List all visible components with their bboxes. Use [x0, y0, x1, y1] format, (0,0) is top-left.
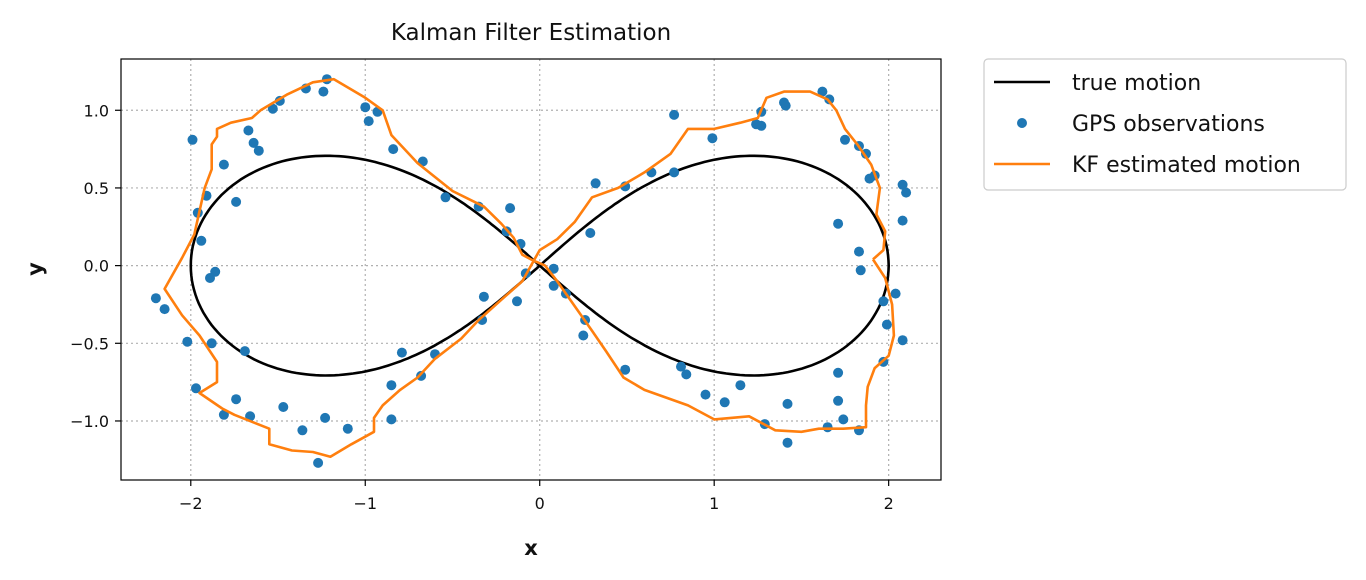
gps-point: [669, 167, 680, 178]
x-tick-label: −1: [353, 494, 377, 513]
y-axis-ticks: 1.0 0.5 0.0 −0.5 −1.0: [70, 101, 121, 431]
gps-point: [833, 395, 844, 406]
legend-label-true-motion: true motion: [1072, 71, 1201, 96]
gps-point: [676, 361, 686, 372]
gps-point: [890, 288, 901, 299]
gps-point: [590, 178, 601, 189]
gps-point: [182, 336, 193, 347]
gps-point: [243, 125, 254, 136]
gps-point: [817, 86, 828, 97]
gps-point: [205, 273, 215, 283]
gps-point: [512, 296, 522, 307]
gps-point: [505, 203, 516, 214]
gps-point: [159, 304, 170, 315]
gps-point: [855, 265, 866, 276]
gps-point: [901, 187, 912, 198]
y-tick-label: −0.5: [70, 334, 109, 353]
y-tick-label: 0.5: [84, 179, 109, 198]
x-tick-label: 2: [884, 494, 894, 513]
plot-area: [150, 74, 912, 468]
gps-point: [318, 86, 329, 97]
gps-point: [780, 100, 791, 111]
y-tick-label: 0.0: [84, 257, 109, 276]
legend-label-gps-observations: GPS observations: [1072, 112, 1265, 137]
legend-frame: [983, 58, 1347, 191]
gps-point: [782, 398, 793, 409]
gps-point: [218, 159, 229, 170]
gps-point: [416, 370, 427, 381]
chart-title: Kalman Filter Estimation: [391, 20, 671, 46]
gps-point: [360, 102, 371, 113]
gps-point: [191, 383, 201, 394]
gps-point: [187, 134, 198, 145]
gps-point: [878, 296, 889, 307]
gps-point: [196, 235, 207, 246]
gps-point: [386, 414, 397, 425]
gps-point: [782, 437, 793, 448]
gps-point: [267, 103, 278, 114]
gps-point: [440, 192, 451, 203]
gps-point: [897, 215, 908, 226]
legend-swatch-gps-observations: [1017, 118, 1027, 128]
gps-point: [756, 120, 767, 131]
legend-label-kf-estimated-motion: KF estimated motion: [1072, 153, 1301, 178]
gps-point: [320, 412, 331, 423]
gps-point: [248, 137, 259, 148]
gps-point: [681, 369, 692, 380]
y-tick-label: 1.0: [84, 101, 109, 120]
legend: true motion GPS observations KF estimate…: [983, 58, 1347, 191]
gps-point: [840, 134, 850, 145]
gps-point: [297, 425, 308, 436]
gps-point: [669, 109, 680, 120]
gps-point: [548, 280, 559, 291]
gps-point: [833, 367, 844, 378]
gps-point: [231, 394, 242, 405]
gps-point: [585, 228, 596, 238]
gps-point: [735, 380, 746, 391]
gps-point: [253, 145, 264, 156]
x-tick-label: 0: [535, 494, 545, 513]
gps-point: [239, 346, 250, 357]
kf-estimated-motion-line: [163, 77, 896, 458]
plot-frame: [120, 58, 942, 481]
gps-point: [206, 338, 217, 349]
gps-point: [150, 293, 161, 304]
gps-point: [833, 218, 844, 229]
x-axis-ticks: −2 −1 0 1 2: [179, 480, 894, 513]
gps-point: [719, 397, 730, 408]
gps-point: [897, 179, 908, 190]
gps-point: [478, 291, 489, 302]
x-tick-label: −2: [179, 494, 203, 513]
x-axis-label: x: [524, 536, 538, 560]
gps-point: [620, 364, 631, 375]
y-axis-label: y: [23, 262, 47, 276]
x-tick-label: 1: [709, 494, 719, 513]
gps-point: [386, 380, 397, 391]
gps-point: [342, 423, 353, 434]
gps-point: [854, 246, 864, 257]
gps-point: [897, 335, 908, 346]
true-motion-line: [189, 154, 891, 377]
gps-point: [548, 263, 559, 274]
y-tick-label: −1.0: [70, 412, 109, 431]
gps-point: [396, 347, 407, 358]
gps-point: [363, 116, 374, 127]
gps-point: [231, 196, 242, 207]
gps-point: [700, 389, 711, 400]
gps-point: [881, 319, 892, 330]
gps-observation-points: [150, 74, 912, 468]
gps-point: [313, 457, 324, 468]
gps-point: [278, 402, 289, 412]
gps-point: [578, 330, 589, 341]
gps-point: [822, 422, 833, 433]
gps-point: [388, 144, 399, 155]
gps-point: [707, 133, 718, 144]
gps-point: [824, 94, 835, 105]
gps-point: [838, 414, 849, 425]
gps-point: [218, 409, 229, 420]
